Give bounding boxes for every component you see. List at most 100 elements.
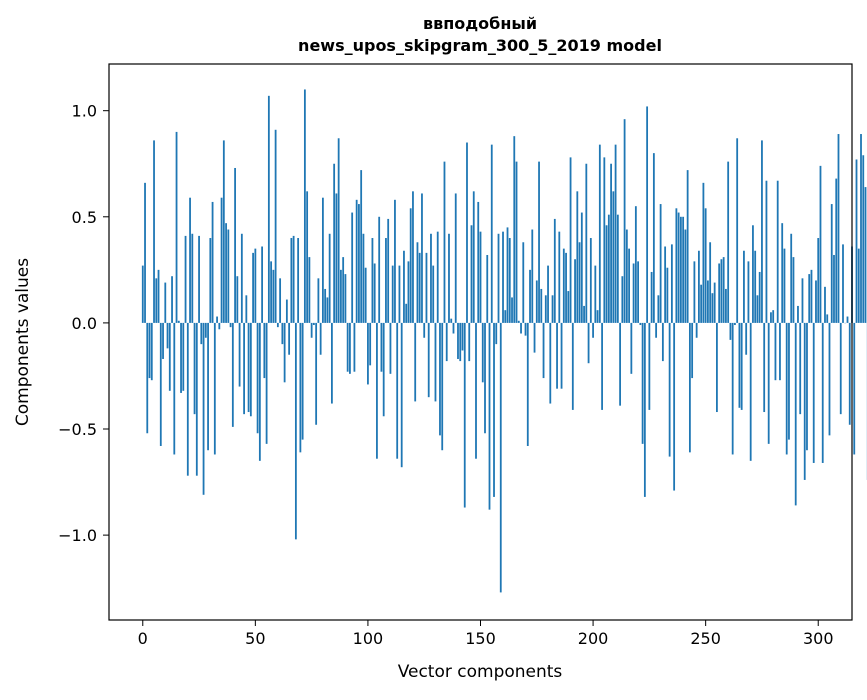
bar-82 (326, 297, 328, 322)
bar-175 (536, 280, 538, 322)
bar-216 (628, 249, 630, 323)
bar-115 (401, 323, 403, 467)
plot-frame (109, 64, 852, 620)
bar-133 (441, 323, 443, 450)
bar-102 (372, 238, 374, 323)
bar-160 (502, 232, 504, 323)
bar-88 (340, 270, 342, 323)
bar-147 (473, 191, 475, 323)
bar-166 (516, 162, 518, 323)
bar-12 (169, 323, 171, 391)
bar-244 (691, 323, 693, 378)
bar-30 (209, 238, 211, 323)
bar-284 (781, 223, 783, 323)
bar-151 (482, 323, 484, 382)
bar-23 (194, 323, 196, 414)
bar-170 (525, 323, 527, 336)
bar-222 (642, 323, 644, 444)
x-axis-label: Vector components (398, 662, 563, 682)
bar-283 (779, 323, 781, 380)
bar-109 (387, 219, 389, 323)
bar-33 (216, 317, 218, 323)
bar-245 (693, 261, 695, 323)
bar-173 (531, 230, 533, 323)
bar-176 (538, 162, 540, 323)
bar-45 (243, 323, 245, 414)
bar-202 (597, 310, 599, 323)
bar-146 (471, 225, 473, 323)
bar-205 (603, 157, 605, 323)
bar-294 (804, 323, 806, 480)
bar-149 (477, 202, 479, 323)
bar-240 (682, 217, 684, 323)
bar-96 (358, 204, 360, 323)
bar-318 (858, 249, 860, 323)
bar-98 (363, 234, 365, 323)
y-tick-label: 1.0 (72, 102, 97, 121)
bar-229 (657, 295, 659, 323)
bar-246 (696, 323, 698, 338)
bar-64 (286, 300, 288, 323)
bar-266 (741, 323, 743, 410)
bar-26 (200, 323, 202, 344)
bar-210 (615, 145, 617, 323)
bar-76 (313, 323, 315, 325)
bar-20 (187, 323, 189, 476)
bar-193 (576, 191, 578, 323)
bar-93 (351, 213, 353, 323)
bar-157 (495, 323, 497, 344)
bar-155 (491, 145, 493, 323)
bar-319 (860, 134, 862, 323)
bar-83 (329, 234, 331, 323)
bar-220 (637, 261, 639, 323)
bar-164 (511, 297, 513, 322)
bar-272 (754, 251, 756, 323)
bar-292 (799, 323, 801, 414)
bar-184 (556, 323, 558, 389)
bar-150 (480, 232, 482, 323)
bar-195 (581, 213, 583, 323)
bar-131 (437, 232, 439, 323)
bar-148 (475, 323, 477, 459)
bar-203 (599, 145, 601, 323)
bar-191 (572, 323, 574, 410)
bar-183 (554, 219, 556, 323)
bar-233 (666, 268, 668, 323)
bar-104 (376, 323, 378, 459)
bar-156 (493, 323, 495, 497)
x-tick-label: 100 (353, 629, 384, 648)
bar-314 (849, 323, 851, 425)
bar-197 (585, 164, 587, 323)
bar-74 (308, 257, 310, 323)
bar-27 (203, 323, 205, 495)
bar-42 (236, 276, 238, 323)
bar-196 (583, 306, 585, 323)
bar-108 (385, 238, 387, 323)
bar-209 (612, 191, 614, 323)
bar-215 (626, 230, 628, 323)
bar-273 (757, 295, 759, 323)
bar-36 (223, 140, 225, 323)
bar-67 (293, 236, 295, 323)
bar-194 (579, 242, 581, 323)
bar-225 (648, 323, 650, 410)
bar-21 (189, 198, 191, 323)
bar-267 (743, 251, 745, 323)
bar-73 (306, 191, 308, 323)
bar-271 (752, 225, 754, 323)
bar-31 (212, 202, 214, 323)
bar-63 (284, 323, 286, 382)
bar-218 (633, 263, 635, 322)
bar-247 (698, 251, 700, 323)
bar-101 (369, 323, 371, 365)
bar-86 (336, 193, 338, 322)
bar-252 (709, 242, 711, 323)
bar-136 (448, 234, 450, 323)
bar-238 (678, 213, 680, 323)
bar-208 (610, 164, 612, 323)
bar-306 (831, 204, 833, 323)
bar-258 (723, 257, 725, 323)
